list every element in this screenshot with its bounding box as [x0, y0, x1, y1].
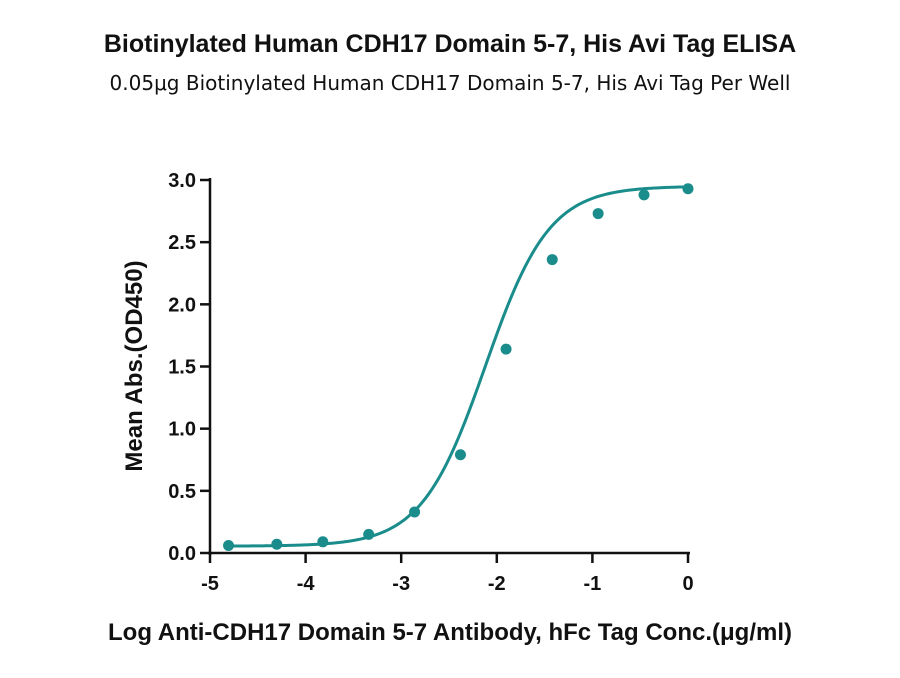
y-tick-label: 2.0 — [168, 294, 196, 316]
x-axis-label: Log Anti-CDH17 Domain 5-7 Antibody, hFc … — [108, 619, 792, 646]
y-tick-label: 0.5 — [168, 481, 196, 503]
data-points — [223, 183, 694, 552]
data-point — [546, 254, 558, 266]
y-tick-label: 1.0 — [168, 419, 196, 441]
data-point — [271, 538, 283, 550]
x-tick-label: -3 — [392, 573, 410, 595]
fit-curve-group — [228, 185, 689, 548]
x-tick-label: -5 — [201, 573, 219, 595]
fit-curve-line — [228, 185, 689, 548]
data-point — [638, 189, 650, 201]
data-point — [454, 449, 466, 461]
data-point — [363, 528, 375, 540]
data-point — [223, 540, 235, 552]
y-tick-label: 1.5 — [168, 357, 196, 379]
x-tick-label: -2 — [488, 573, 506, 595]
y-tick-label: 0.0 — [168, 543, 196, 565]
y-tick-label: 3.0 — [168, 170, 196, 192]
x-tick-label: -4 — [297, 573, 316, 595]
axes: 0.0 0.5 1.0 1.5 2.0 2.5 3.0 -5 -4 -3 -2 -1 0 — [168, 170, 693, 595]
chart-title: Biotinylated Human CDH17 Domain 5-7, His… — [103, 30, 797, 58]
data-point — [682, 183, 694, 195]
chart-subtitle: 0.05μg Biotinylated Human CDH17 Domain 5… — [109, 71, 791, 95]
x-tick-label: -1 — [584, 573, 602, 595]
x-tick-label: 0 — [682, 573, 693, 595]
data-point — [317, 536, 329, 548]
data-point — [500, 343, 512, 355]
data-point — [409, 506, 421, 518]
y-tick-label: 2.5 — [168, 232, 196, 254]
data-point — [592, 208, 604, 220]
y-axis-label: Mean Abs.(OD450) — [121, 260, 148, 471]
